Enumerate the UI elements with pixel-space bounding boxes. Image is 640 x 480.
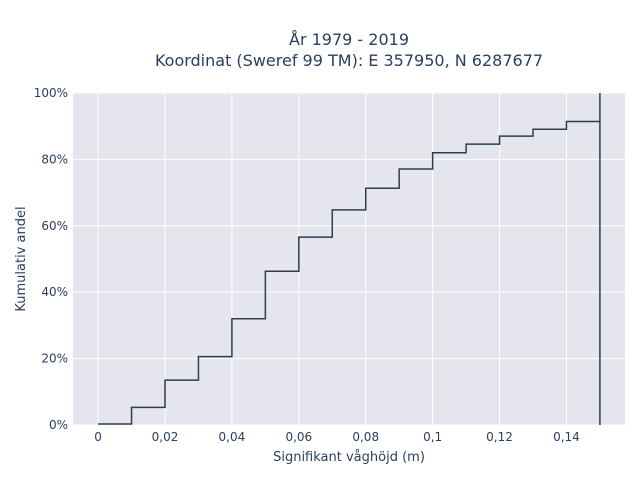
y-tick-label: 100% — [34, 86, 68, 100]
y-tick-label: 80% — [41, 152, 68, 166]
series — [98, 93, 601, 425]
x-tick-label: 0 — [94, 430, 102, 444]
cumulative-step-line — [98, 93, 601, 425]
x-tick-label: 0,1 — [423, 430, 442, 444]
x-tick-label: 0,14 — [553, 430, 580, 444]
y-tick-label: 40% — [41, 285, 68, 299]
x-axis-label: Signifikant våghöjd (m) — [273, 450, 425, 465]
x-tick-label: 0,12 — [486, 430, 513, 444]
chart-title-line-2: Koordinat (Sweref 99 TM): E 357950, N 62… — [155, 51, 543, 70]
x-tick-label: 0,08 — [352, 430, 379, 444]
x-tick-label: 0,02 — [152, 430, 179, 444]
gridlines — [73, 92, 625, 426]
y-tick-label: 20% — [41, 352, 68, 366]
chart-title-line-1: År 1979 - 2019 — [289, 30, 409, 49]
plot-area — [73, 93, 625, 425]
y-axis-label: Kumulativ andel — [14, 206, 29, 311]
x-axis-ticks: 0 0,02 0,04 0,06 0,08 0,1 0,12 0,14 — [94, 430, 580, 444]
y-tick-label: 60% — [41, 219, 68, 233]
y-axis-ticks: 0% 20% 40% 60% 80% 100% — [34, 86, 68, 432]
y-tick-label: 0% — [49, 418, 68, 432]
x-tick-label: 0,04 — [219, 430, 246, 444]
x-tick-label: 0,06 — [285, 430, 312, 444]
